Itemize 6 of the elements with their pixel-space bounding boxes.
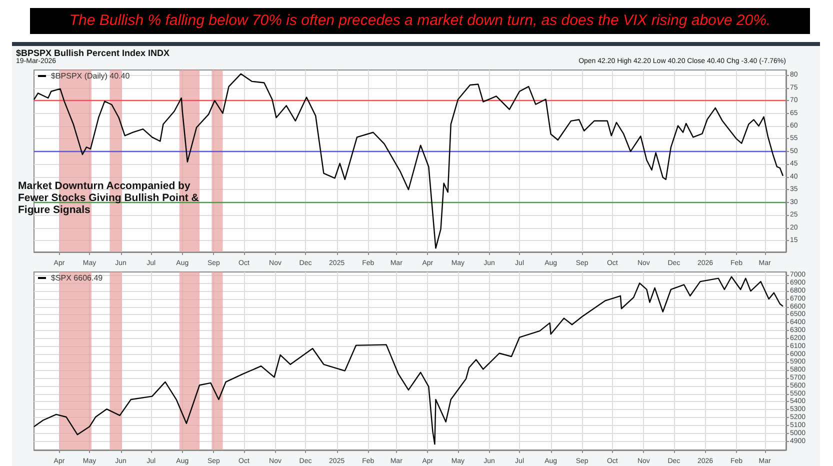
legend-label: $SPX 6606.49 <box>51 274 104 282</box>
line-series <box>33 276 784 445</box>
annotation: Market Downturn Accompanied by Fewer Stocks Giving Bullish Point & Figure Signals <box>18 180 200 216</box>
legend-label: $BPSPX (Daily) 40.40 <box>51 72 130 80</box>
chart-title: The Bullish % falling below 70% is often precedes a market down turn, as does the VIX rising above 20%. <box>30 8 810 34</box>
text: $BPSPX Bullish Percent Index INDX <box>16 48 170 58</box>
